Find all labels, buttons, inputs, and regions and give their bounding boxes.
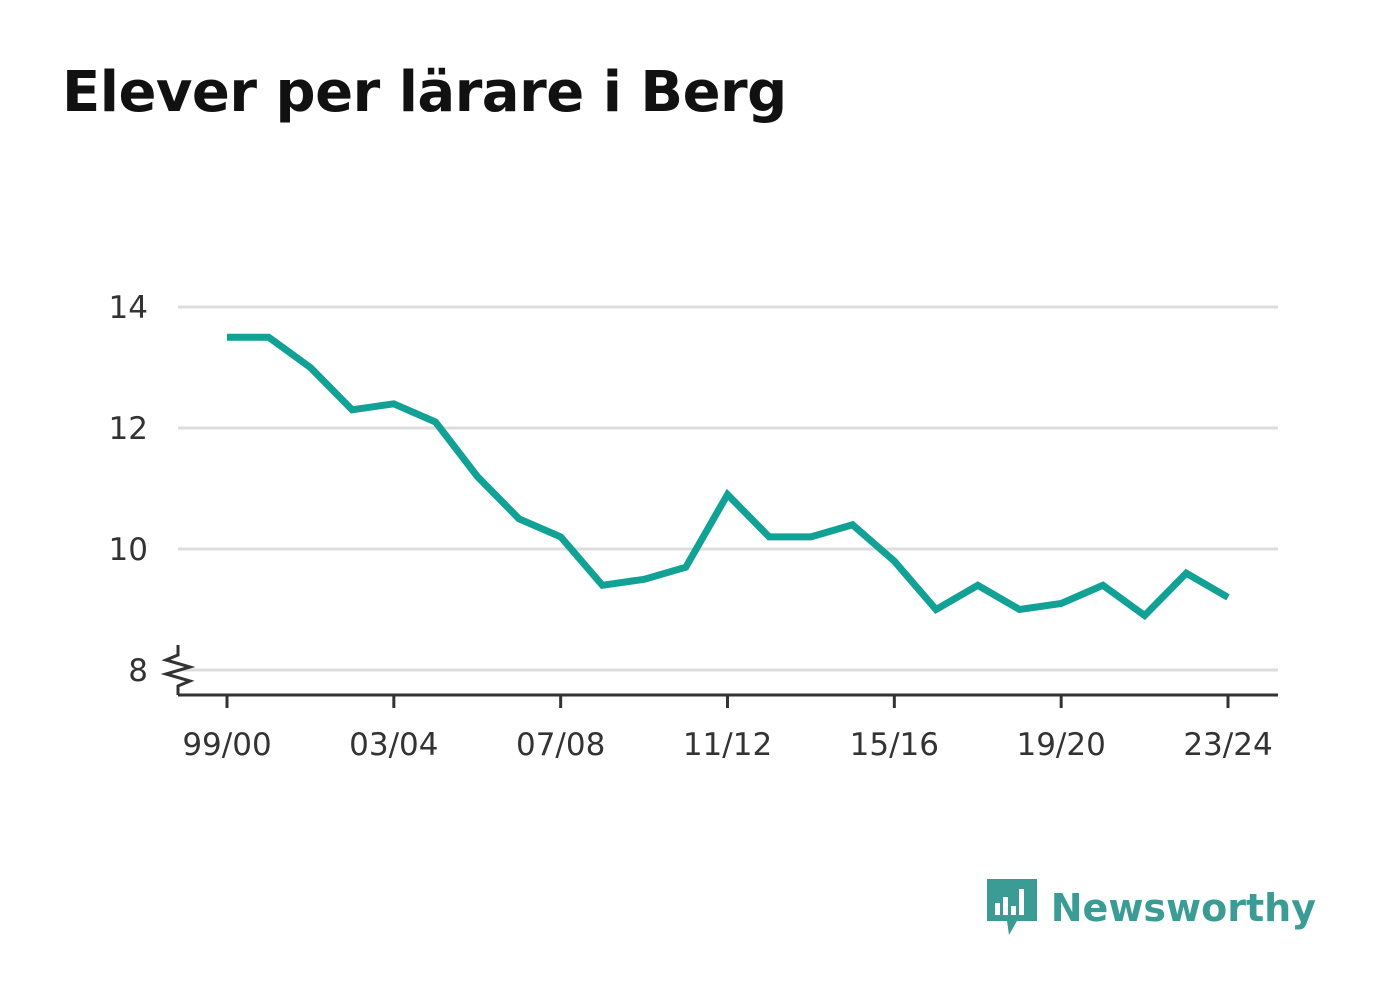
newsworthy-logo-icon	[986, 879, 1037, 935]
x-tick-label: 99/00	[182, 727, 271, 763]
x-tick-label: 19/20	[1016, 727, 1105, 763]
brand-name: Newsworthy	[1050, 886, 1316, 930]
x-tick-label: 03/04	[349, 727, 438, 763]
y-tick-label: 14	[109, 290, 148, 326]
series-group	[227, 333, 1230, 621]
series-line	[227, 333, 1230, 621]
x-tick-label: 23/24	[1183, 727, 1272, 763]
x-tick-label: 15/16	[850, 727, 939, 763]
chart-title: Elever per lärare i Berg	[62, 60, 787, 125]
gridlines	[178, 305, 1278, 672]
x-tick-label: 07/08	[516, 727, 605, 763]
y-tick-label: 10	[109, 532, 148, 568]
x-axis-ticks: 99/00 03/04 07/08 11/12 15/16 19/20 23/24	[182, 695, 1273, 763]
y-tick-label: 12	[109, 411, 148, 447]
y-axis-ticks: 8 10 12 14	[109, 290, 148, 689]
brand: Newsworthy	[986, 879, 1316, 937]
y-tick-label: 8	[128, 653, 148, 689]
x-tick-label: 11/12	[683, 727, 772, 763]
axis-break-icon	[160, 645, 196, 695]
